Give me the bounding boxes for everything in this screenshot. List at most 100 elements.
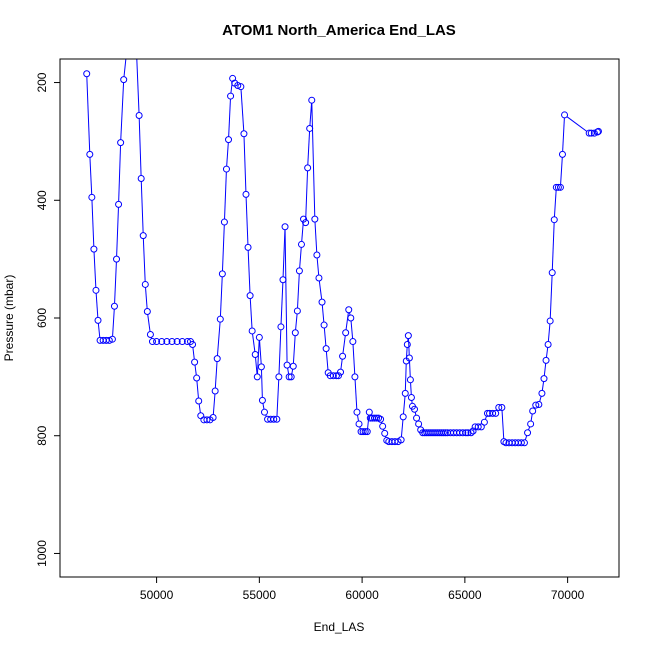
series-line-segment [345,312,349,330]
data-point [273,415,281,423]
series-line-segment [530,413,533,422]
series-line-segment [214,361,218,389]
series-line-segment [297,273,300,308]
series-line-segment [484,416,487,420]
series-line-segment [547,323,551,342]
data-point [320,321,328,329]
series-line-segment [278,329,282,374]
data-point [287,373,295,381]
series-line-segment [114,262,117,304]
data-point [300,215,308,223]
data-point [297,240,305,248]
data-point [251,351,259,358]
data-point [281,223,289,231]
series-line-segment [409,360,411,377]
series-line-segment [280,282,284,324]
series-line-segment [528,426,531,431]
data-point [163,338,171,346]
series-line-segment [543,363,547,376]
data-point [125,37,131,43]
data-point [295,267,303,275]
data-point [211,387,219,395]
data-point [349,338,357,346]
x-tick-label: 60000 [345,588,379,602]
data-point [342,329,350,337]
data-point [148,338,156,346]
y-tick-label: 400 [35,190,49,210]
series-line-segment [212,393,216,415]
series-line-segment [249,298,253,328]
data-point [311,215,319,223]
data-point [415,420,423,428]
series-line-segment [553,190,557,217]
data-point [189,340,197,348]
series-line-segment [501,410,505,439]
data-point [191,358,199,366]
data-point [90,245,98,253]
series-line-segment [256,340,260,374]
series-line-segment [309,103,313,126]
series-line-segment [136,59,140,113]
data-point [248,327,256,335]
data-point [135,112,143,120]
data-point [291,329,299,337]
data-point [548,269,556,277]
data-point [275,373,283,381]
data-point [315,274,323,282]
series-line-segment [198,403,201,413]
data-point [590,129,598,137]
series-line-segment [219,276,223,317]
data-point [355,420,363,428]
plot-series [83,37,602,447]
series-line-segment [292,335,296,364]
data-point [462,429,470,437]
data-point [372,414,380,422]
y-tick-label: 1000 [35,540,49,567]
series-line-segment [245,197,249,245]
data-point [213,355,221,363]
data-point [535,401,543,409]
data-point [332,372,340,380]
x-tick-label: 50000 [140,588,174,602]
data-point [377,415,385,423]
data-point [270,415,278,423]
data-point [469,427,477,435]
data-point [498,403,506,411]
series-line-segment [400,419,404,437]
data-point [550,216,558,224]
series-line-segment [287,367,290,374]
data-point [308,96,316,104]
data-point [94,316,102,324]
data-point [218,270,226,278]
data-point [405,354,413,362]
data-point [406,376,414,384]
series-line-segment [221,225,225,271]
series-line-segment [123,59,127,77]
y-tick-label: 800 [35,425,49,445]
x-tick-label: 55000 [243,588,277,602]
data-point [359,428,367,436]
series-line-segment [291,369,294,375]
series-line-segment [321,305,325,323]
data-point [520,439,528,447]
y-axis: 200 400 600 800 1000 [35,72,61,567]
data-point [302,219,310,227]
data-point [255,333,263,341]
series-line-segment [226,142,229,167]
data-point [391,438,399,446]
series-line-segment [354,379,358,410]
data-point [216,315,224,323]
y-tick-label: 600 [35,308,49,328]
data-point [92,286,100,294]
series-line-segment [414,412,417,416]
data-point [158,338,166,346]
x-tick-label: 65000 [448,588,482,602]
series-line-segment [539,396,542,402]
data-point [88,193,96,201]
data-point [556,183,564,191]
data-point [108,335,116,343]
series-line-segment [145,287,148,309]
series-line-segment [367,415,370,429]
series-line-segment [240,89,245,131]
